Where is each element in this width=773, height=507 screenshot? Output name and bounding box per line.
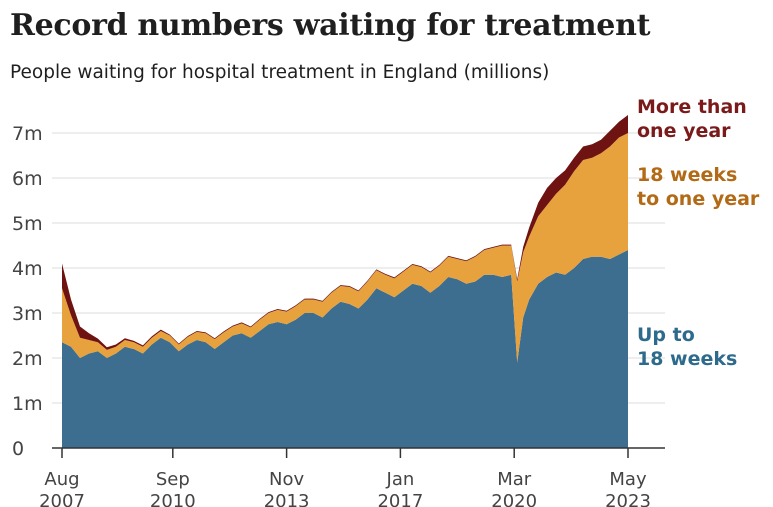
- y-axis-tick-labels: 0 1m 2m 3m 4m 5m 6m 7m: [12, 123, 43, 460]
- axes: [52, 447, 665, 458]
- x-tick-label: Aug 2007: [39, 469, 85, 507]
- series-label-2: Up to 18 weeks: [637, 324, 737, 370]
- x-tick-label: Nov 2013: [264, 469, 310, 507]
- y-tick-label: 5m: [12, 213, 43, 235]
- x-tick-label: Mar 2020: [491, 469, 537, 507]
- y-tick-label: 3m: [12, 303, 43, 325]
- x-tick-label: Jan 2017: [377, 469, 423, 507]
- series-areas: [62, 115, 628, 448]
- x-tick-label: May 2023: [605, 469, 651, 507]
- y-tick-label: 0: [12, 438, 24, 460]
- y-tick-label: 4m: [12, 258, 43, 280]
- y-tick-label: 1m: [12, 393, 43, 415]
- y-tick-label: 6m: [12, 168, 43, 190]
- y-tick-label: 2m: [12, 348, 43, 370]
- chart-title: Record numbers waiting for treatment: [10, 8, 651, 43]
- x-axis-tick-labels: Aug 2007 Sep 2010 Nov 2013 Jan 2017 Mar 2020 May 20…: [39, 469, 651, 507]
- series-labels: More than one year 18 weeks to one year Up t…: [637, 96, 760, 370]
- chart-subtitle: People waiting for hospital treatment in…: [10, 62, 550, 83]
- series-label-1: 18 weeks to one year: [637, 164, 760, 210]
- y-tick-label: 7m: [12, 123, 43, 145]
- x-tick-label: Sep 2010: [150, 469, 196, 507]
- series-area-0: [62, 250, 628, 448]
- series-label-0: More than one year: [637, 96, 747, 142]
